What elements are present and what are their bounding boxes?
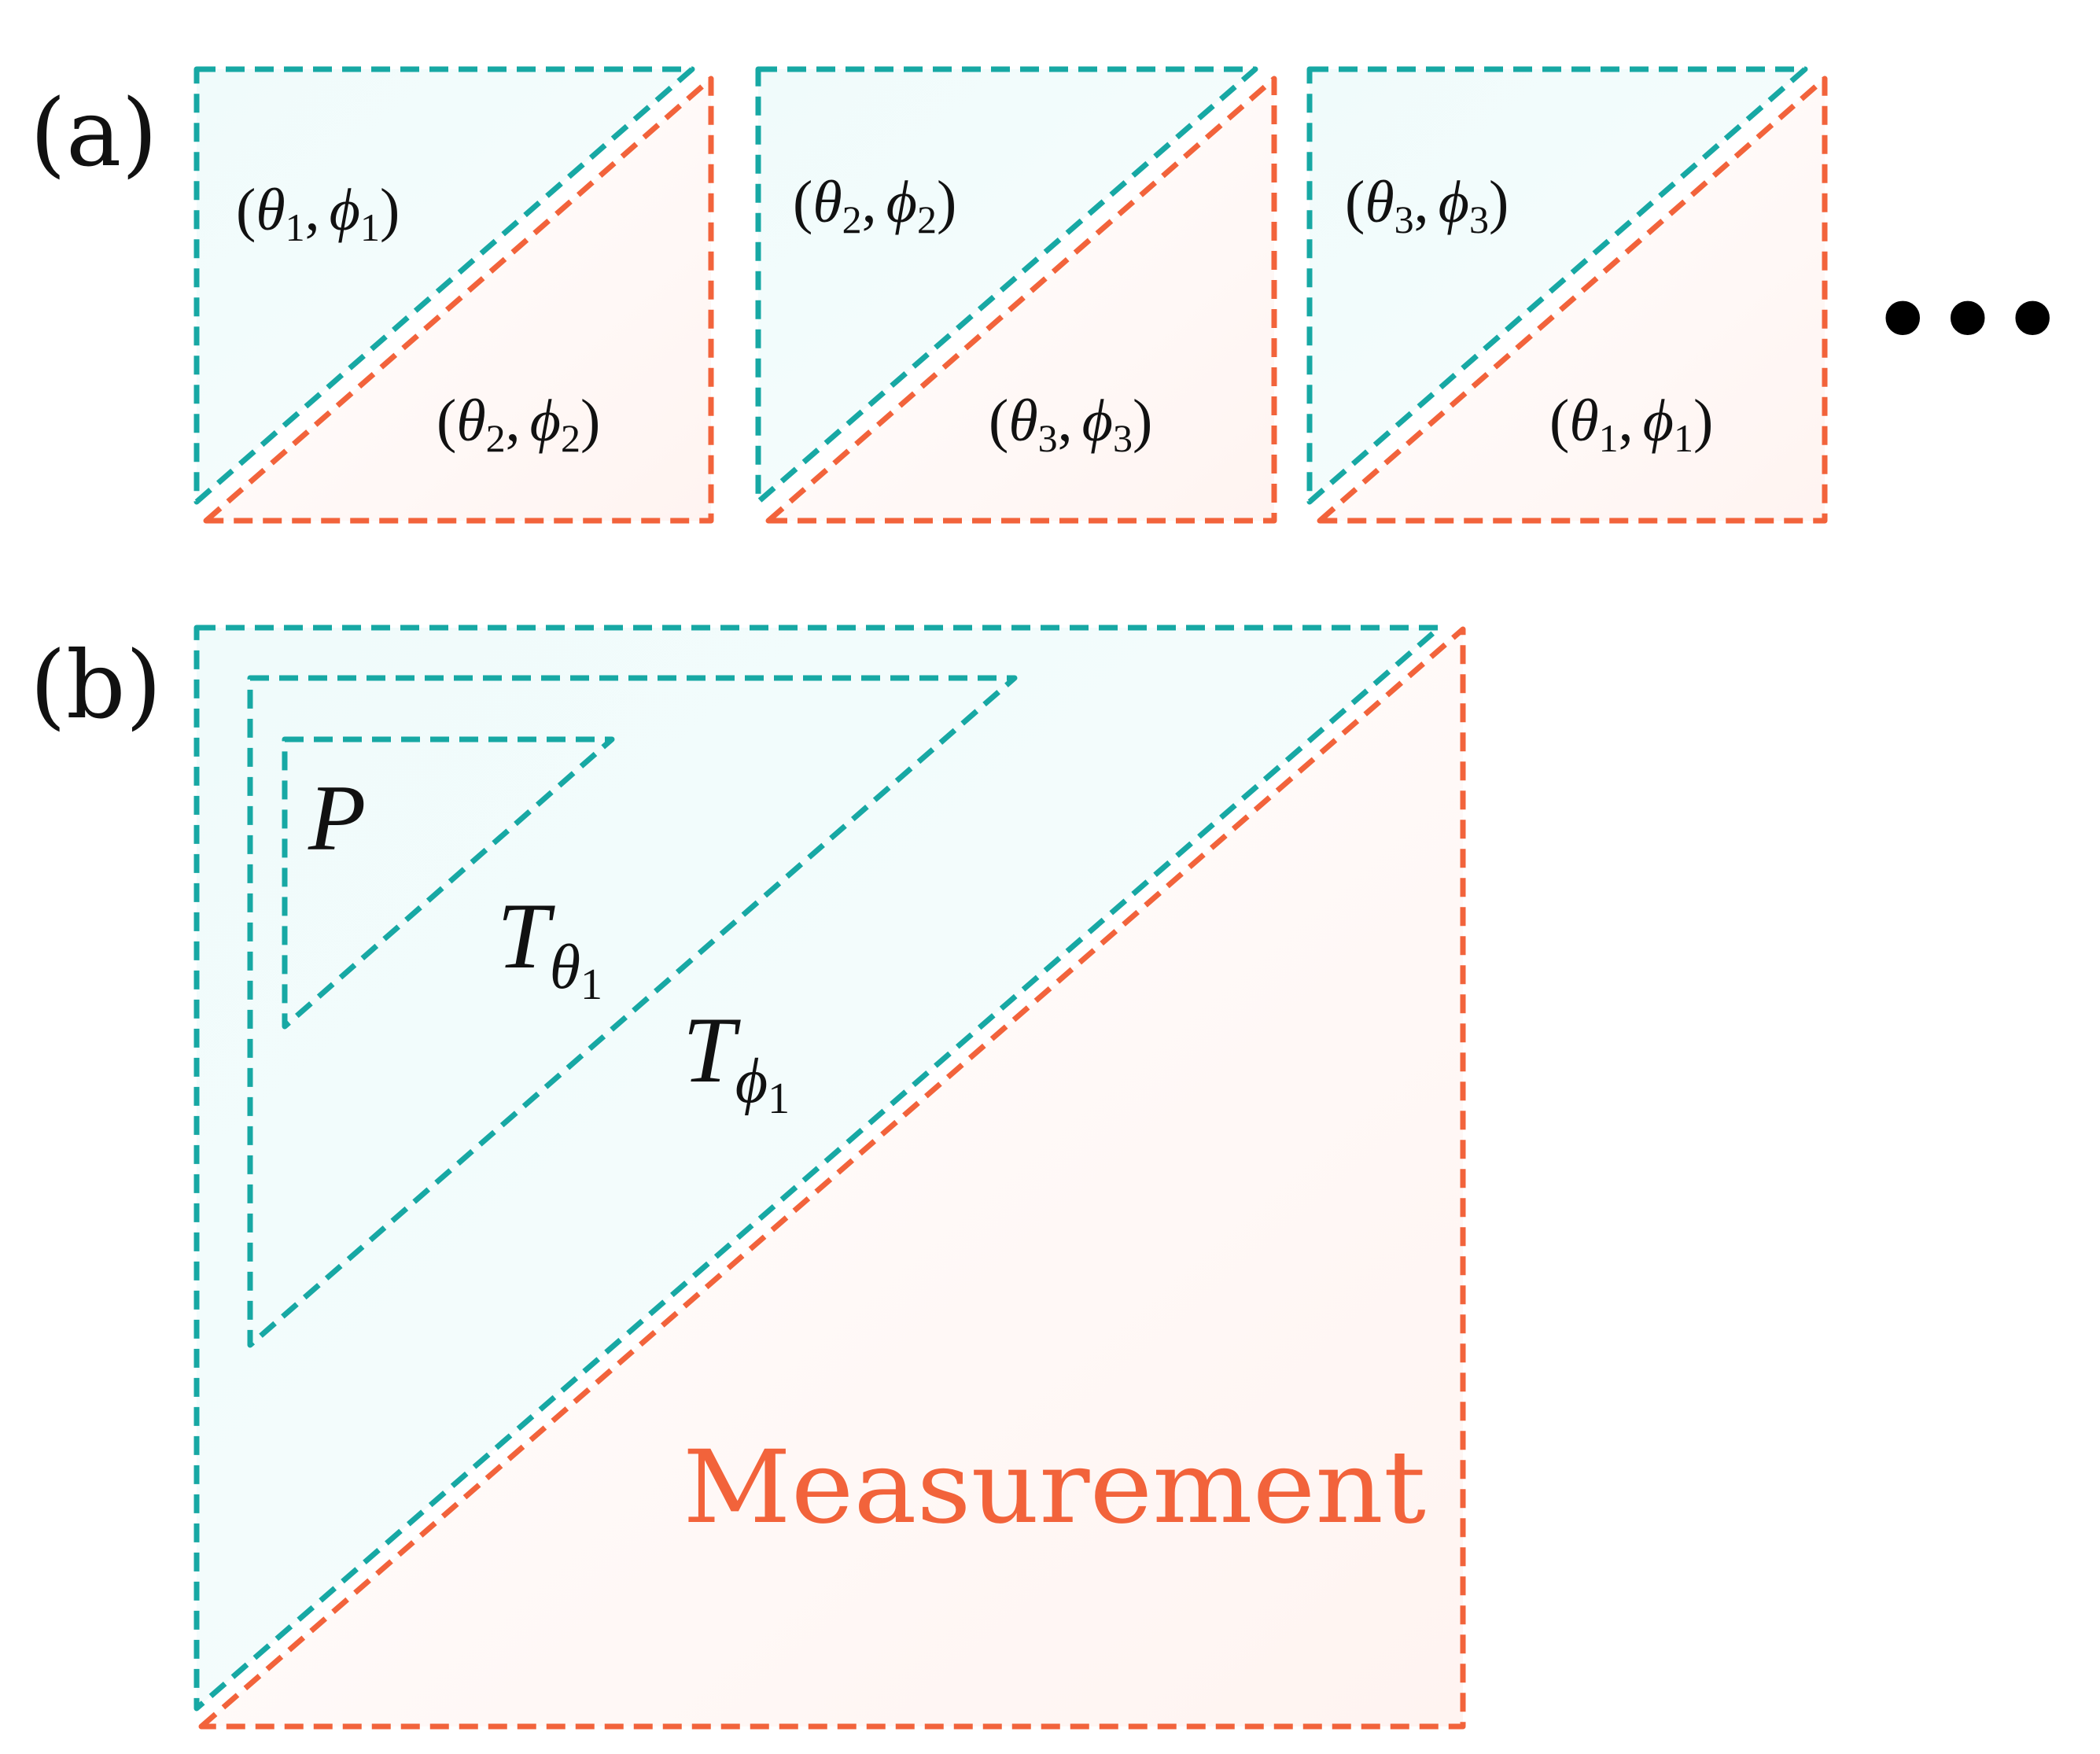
panel-a-cell-2: (θ2, ϕ2) (θ3, ϕ3) (755, 66, 1277, 524)
ellipsis: ••• (1868, 253, 2062, 390)
panel-a-cell-1: (θ1, ϕ1) (θ2, ϕ2) (193, 66, 714, 524)
cell-1-upper-label: (θ1, ϕ1) (236, 177, 400, 249)
p-triangle (282, 736, 615, 1030)
t-phi-label: Tϕ1 (683, 997, 790, 1123)
measurement-triangle (198, 626, 1466, 1730)
cell-2-lower-label: (θ3, ϕ3) (989, 388, 1152, 460)
cell-1-lower-label: (θ2, ϕ2) (437, 388, 600, 460)
panel-b-label: (b) (30, 631, 162, 739)
cell-1-upper-triangle (193, 66, 695, 505)
cell-2-upper-triangle (755, 66, 1258, 505)
cell-2-upper-label: (θ2, ϕ2) (793, 169, 956, 241)
t-phi-triangle (247, 675, 1018, 1348)
panel-a-label: (a) (30, 79, 157, 187)
cell-3-lower-label: (θ1, ϕ1) (1549, 388, 1713, 460)
cell-3-upper-triangle (1306, 66, 1808, 505)
cell-1-lower-triangle (203, 76, 714, 524)
measurement-label: Measurement (683, 1429, 1426, 1546)
t-theta-label: Tθ1 (497, 883, 602, 1009)
cell-3-lower-triangle (1317, 76, 1828, 524)
p-label: P (308, 765, 366, 870)
outer-teal-triangle (193, 625, 1442, 1712)
cell-2-lower-triangle (765, 76, 1277, 524)
panel-b-diagram: P Tθ1 Tϕ1 Measurement (193, 625, 1466, 1730)
panel-a-cell-3: (θ3, ϕ3) (θ1, ϕ1) (1306, 66, 1828, 524)
cell-3-upper-label: (θ3, ϕ3) (1345, 169, 1509, 241)
